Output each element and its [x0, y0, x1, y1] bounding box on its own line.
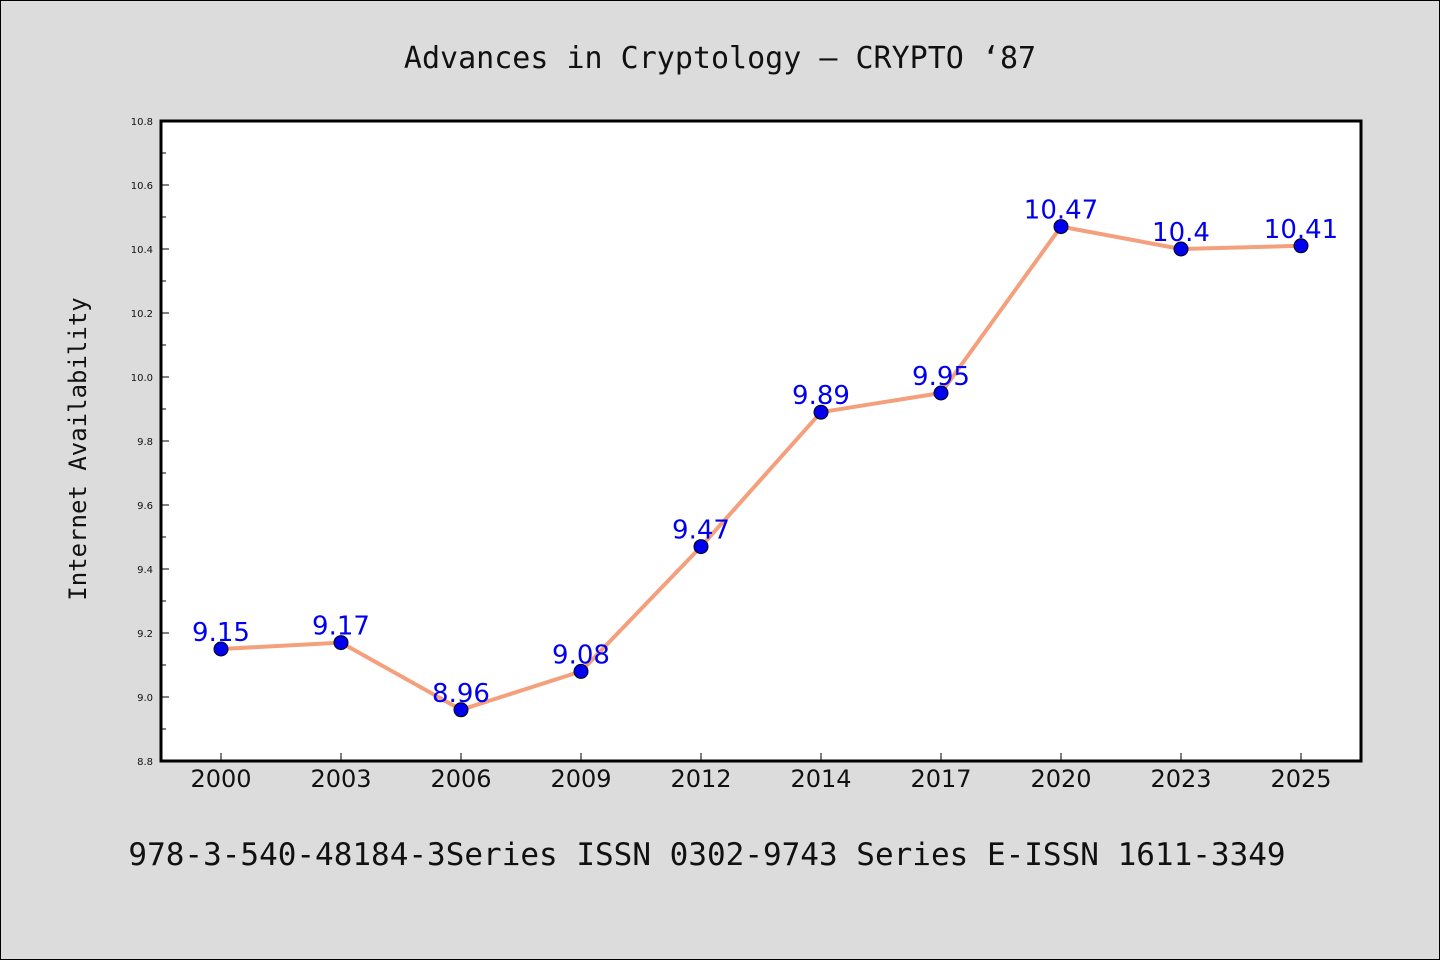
x-tick-label: 2017 [910, 765, 971, 793]
series [213, 219, 1309, 718]
data-label: 9.15 [192, 618, 250, 648]
data-labels: 9.15 9.17 8.96 9.08 9.47 9.89 9.95 10.47 10.4 10.… [192, 196, 1338, 709]
x-tick-label: 2025 [1270, 765, 1331, 793]
x-tick-label: 2020 [1030, 765, 1091, 793]
x-tick-label: 2014 [790, 765, 851, 793]
data-point [453, 702, 469, 718]
data-label: 8.96 [432, 679, 490, 709]
x-tick-label: 2009 [550, 765, 611, 793]
y-tick-label: 10.4 [131, 245, 153, 256]
y-tick-label: 9.2 [137, 629, 153, 640]
y-axis: 8.8 9.0 9.2 9.4 9.6 9.8 10.0 10.2 10.4 10.6 10.8 [131, 117, 169, 768]
y-tick-label: 10.8 [131, 117, 153, 128]
x-tick-label: 2023 [1150, 765, 1211, 793]
data-point [933, 385, 949, 401]
data-label: 10.41 [1264, 215, 1338, 245]
x-tick-label: 2006 [430, 765, 491, 793]
x-tick-label: 2012 [670, 765, 731, 793]
data-point [333, 635, 349, 651]
y-tick-label: 8.8 [137, 757, 153, 768]
y-tick-label: 9.6 [137, 501, 153, 512]
footer-text: 978-3-540-48184-3Series ISSN 0302-9743 S… [128, 837, 1285, 873]
data-label: 9.17 [312, 612, 370, 642]
x-axis: 2000 2003 2006 2009 2012 2014 2017 2020 2023 2025 [190, 753, 1332, 793]
data-label: 9.95 [912, 362, 970, 392]
data-point [1053, 219, 1069, 235]
data-point [1173, 241, 1189, 257]
x-tick-label: 2003 [310, 765, 371, 793]
data-point [813, 404, 829, 420]
chart-title: Advances in Cryptology – CRYPTO ‘87 [404, 41, 1036, 76]
data-label: 9.89 [792, 381, 850, 411]
data-point [213, 641, 229, 657]
y-tick-label: 9.4 [137, 565, 153, 576]
data-point [693, 539, 709, 555]
data-label: 9.08 [552, 640, 610, 670]
y-tick-label: 9.8 [137, 437, 153, 448]
data-label: 10.4 [1152, 218, 1210, 248]
data-point [573, 663, 589, 679]
x-tick-label: 2000 [190, 765, 251, 793]
y-tick-label: 10.2 [131, 309, 153, 320]
y-tick-label: 10.0 [131, 373, 153, 384]
data-label: 9.47 [672, 516, 730, 546]
data-point [1293, 238, 1309, 254]
y-tick-label: 10.6 [131, 181, 153, 192]
y-tick-label: 9.0 [137, 693, 153, 704]
y-axis-label: Internet Availability [64, 297, 92, 600]
plot-area [159, 119, 1363, 763]
data-label: 10.47 [1024, 196, 1098, 226]
series-line [219, 224, 1303, 712]
